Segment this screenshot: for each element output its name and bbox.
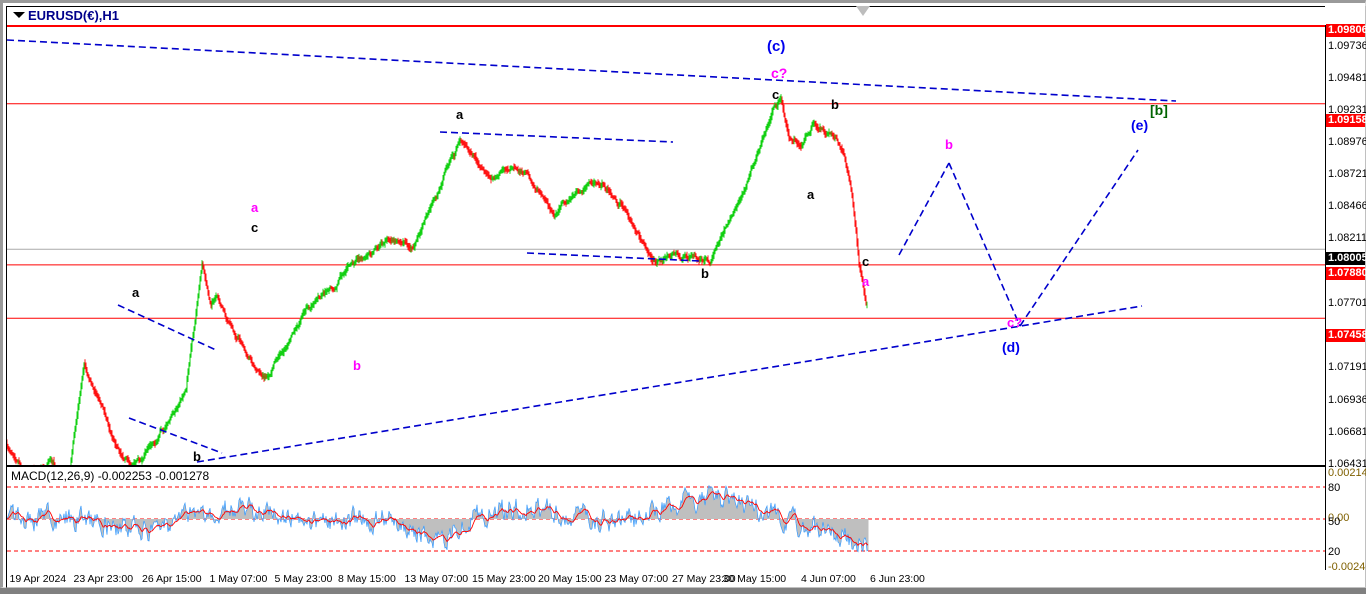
svg-text:c?: c? (1007, 315, 1022, 330)
svg-text:(e): (e) (1131, 117, 1148, 133)
svg-text:c?: c? (771, 65, 787, 81)
svg-text:c: c (862, 254, 869, 269)
svg-text:c: c (251, 220, 258, 235)
svg-text:a: a (862, 274, 870, 289)
svg-text:(c): (c) (767, 38, 785, 55)
svg-text:a: a (456, 107, 464, 122)
svg-text:b: b (701, 266, 709, 281)
svg-text:c: c (772, 87, 779, 102)
svg-text:b: b (945, 137, 953, 152)
svg-text:b: b (831, 97, 839, 112)
svg-text:a: a (251, 200, 259, 215)
svg-text:[b]: [b] (1150, 102, 1168, 118)
svg-text:a: a (132, 285, 140, 300)
svg-text:a: a (807, 187, 815, 202)
svg-text:b: b (353, 358, 361, 373)
svg-text:b: b (193, 449, 201, 464)
svg-text:(d): (d) (1002, 339, 1020, 355)
